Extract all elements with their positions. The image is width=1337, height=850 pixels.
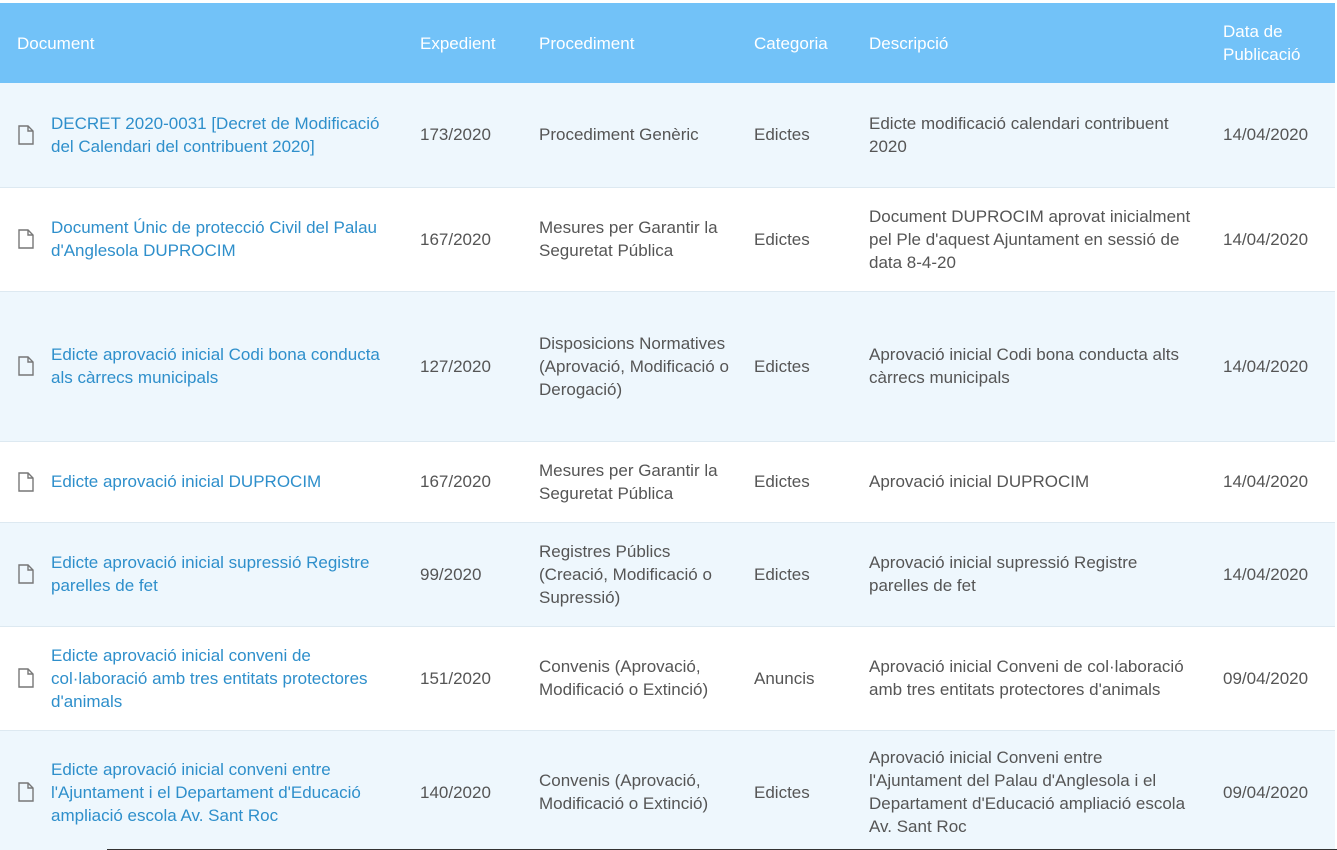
- data-cell: 14/04/2020: [1223, 356, 1309, 376]
- file-icon: [18, 782, 34, 802]
- categoria-cell: Anuncis: [754, 668, 815, 688]
- header-procediment[interactable]: Procediment: [539, 33, 635, 53]
- table-row: Edicte aprovació inicial conveni de col·…: [0, 626, 1335, 730]
- table-row: Edicte aprovació inicial supressió Regis…: [0, 522, 1335, 626]
- expedient-cell: 151/2020: [420, 668, 491, 688]
- procediment-cell: Mesures per Garantir la Seguretat Públic…: [539, 460, 718, 503]
- procediment-cell: Mesures per Garantir la Seguretat Públic…: [539, 218, 718, 260]
- document-link[interactable]: Edicte aprovació inicial conveni de col·…: [51, 645, 368, 711]
- document-link[interactable]: Edicte aprovació inicial DUPROCIM: [51, 472, 322, 491]
- file-icon: [18, 229, 34, 249]
- table-row: Edicte aprovació inicial conveni entre l…: [0, 730, 1335, 850]
- descripcio-cell: Edicte modificació calendari contribuent…: [869, 113, 1169, 156]
- file-icon: [18, 356, 34, 376]
- descripcio-cell: Aprovació inicial DUPROCIM: [869, 472, 1090, 491]
- procediment-cell: Convenis (Aprovació, Modificació o Extin…: [539, 771, 709, 813]
- header-expedient[interactable]: Expedient: [420, 33, 496, 53]
- procediment-cell: Convenis (Aprovació, Modificació o Extin…: [539, 657, 709, 699]
- expedient-cell: 167/2020: [420, 472, 491, 491]
- document-cell: Edicte aprovació inicial supressió Regis…: [0, 522, 403, 626]
- categoria-cell: Edictes: [754, 356, 810, 376]
- categoria-cell: Edictes: [754, 472, 810, 491]
- data-cell: 09/04/2020: [1223, 782, 1309, 802]
- table-header-row: Document Expedient Procediment Categoria…: [0, 3, 1335, 83]
- file-icon: [18, 125, 34, 145]
- expedient-cell: 127/2020: [420, 356, 491, 376]
- procediment-cell: Registres Públics (Creació, Modificació …: [539, 541, 712, 607]
- data-cell: 14/04/2020: [1223, 564, 1309, 584]
- header-data-publicacio[interactable]: Data de Publicació: [1223, 22, 1301, 64]
- procediment-cell: Procediment Genèric: [539, 125, 699, 145]
- document-cell: Edicte aprovació inicial conveni de col·…: [0, 626, 403, 730]
- table-row: DECRET 2020-0031 [Decret de Modificació …: [0, 83, 1335, 187]
- descripcio-cell: Aprovació inicial supressió Registre par…: [869, 553, 1138, 595]
- table-row: Edicte aprovació inicial DUPROCIM 167/20…: [0, 441, 1335, 522]
- descripcio-cell: Document DUPROCIM aprovat inicialment pe…: [869, 206, 1191, 272]
- categoria-cell: Edictes: [754, 782, 810, 802]
- table-row: Edicte aprovació inicial Codi bona condu…: [0, 291, 1335, 441]
- file-icon: [18, 564, 34, 584]
- descripcio-cell: Aprovació inicial Codi bona conducta alt…: [869, 345, 1179, 387]
- expedient-cell: 140/2020: [420, 782, 491, 802]
- procediment-cell: Disposicions Normatives (Aprovació, Modi…: [539, 333, 729, 399]
- header-descripcio[interactable]: Descripció: [869, 33, 949, 53]
- descripcio-cell: Aprovació inicial Conveni de col·laborac…: [869, 657, 1184, 699]
- data-cell: 14/04/2020: [1223, 125, 1309, 145]
- header-document[interactable]: Document: [17, 33, 95, 53]
- data-cell: 14/04/2020: [1223, 229, 1309, 249]
- table-header: Document Expedient Procediment Categoria…: [0, 3, 1335, 83]
- document-cell: Document Únic de protecció Civil del Pal…: [0, 187, 403, 291]
- categoria-cell: Edictes: [754, 125, 810, 145]
- document-cell: Edicte aprovació inicial conveni entre l…: [0, 730, 403, 850]
- document-link[interactable]: Document Únic de protecció Civil del Pal…: [51, 218, 377, 260]
- data-cell: 14/04/2020: [1223, 472, 1309, 491]
- document-link[interactable]: DECRET 2020-0031 [Decret de Modificació …: [51, 113, 380, 156]
- header-categoria[interactable]: Categoria: [754, 33, 828, 53]
- document-cell: Edicte aprovació inicial Codi bona condu…: [0, 291, 403, 441]
- document-link[interactable]: Edicte aprovació inicial Codi bona condu…: [51, 345, 380, 387]
- expedient-cell: 173/2020: [420, 125, 491, 145]
- categoria-cell: Edictes: [754, 229, 810, 249]
- document-cell: DECRET 2020-0031 [Decret de Modificació …: [0, 83, 403, 187]
- file-icon: [18, 471, 34, 492]
- categoria-cell: Edictes: [754, 564, 810, 584]
- document-cell: Edicte aprovació inicial DUPROCIM: [0, 441, 403, 522]
- expedient-cell: 99/2020: [420, 564, 482, 584]
- file-icon: [18, 668, 34, 688]
- descripcio-cell: Aprovació inicial Conveni entre l'Ajunta…: [869, 748, 1186, 836]
- data-cell: 09/04/2020: [1223, 668, 1309, 688]
- expedient-cell: 167/2020: [420, 229, 491, 249]
- table-body: DECRET 2020-0031 [Decret de Modificació …: [0, 83, 1335, 850]
- documents-table: Document Expedient Procediment Categoria…: [0, 3, 1335, 850]
- document-link[interactable]: Edicte aprovació inicial conveni entre l…: [51, 759, 361, 825]
- document-link[interactable]: Edicte aprovació inicial supressió Regis…: [51, 553, 370, 595]
- table-row: Document Únic de protecció Civil del Pal…: [0, 187, 1335, 291]
